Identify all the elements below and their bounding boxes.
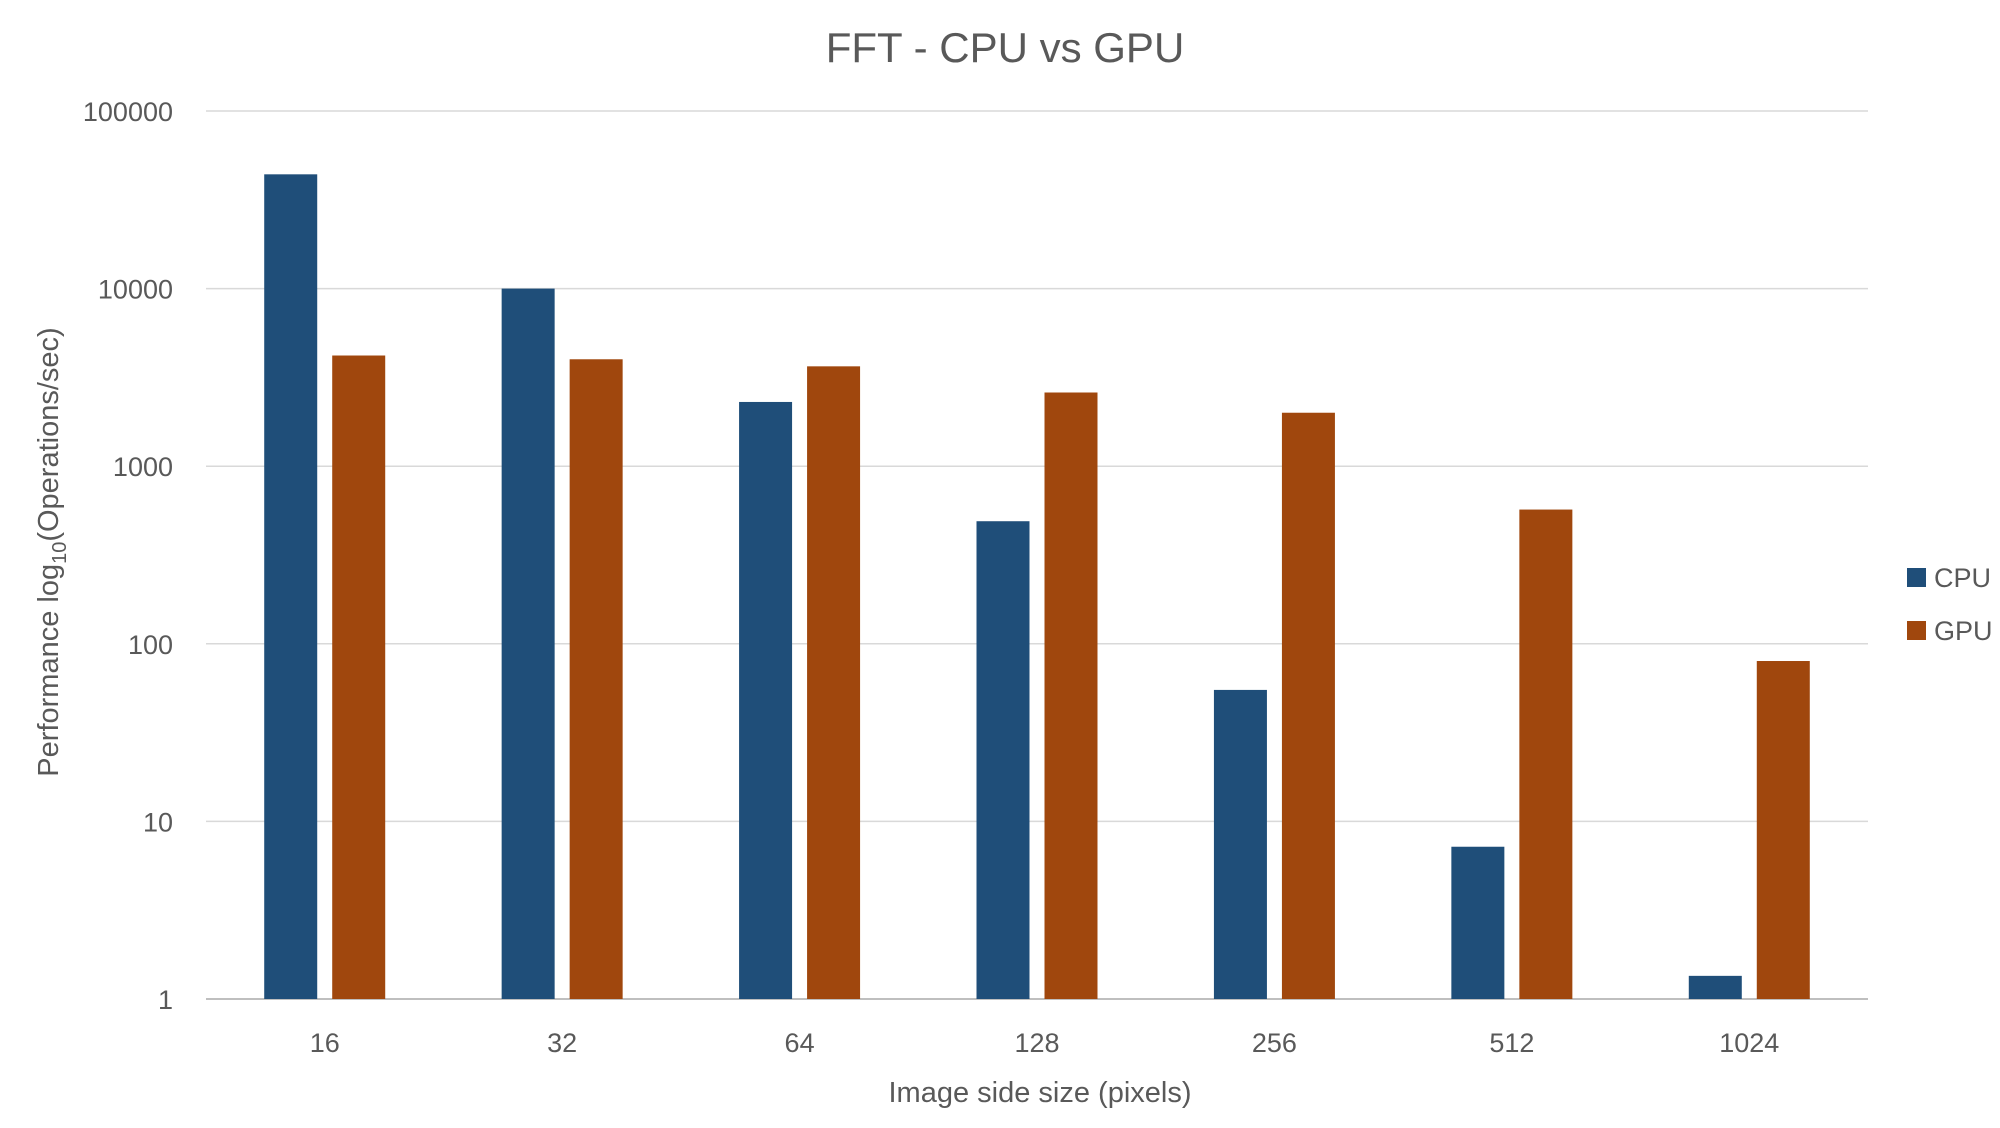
bar-cpu [1688,975,1742,999]
y-axis-label-subscript: 10 [49,542,71,564]
y-tick-label: 100 [128,630,173,660]
legend: CPU GPU [1907,563,1993,646]
legend-swatch-cpu [1907,568,1926,587]
bar-cpu [739,401,793,999]
bar-cpu [264,174,318,999]
bar-gpu [1756,661,1810,999]
bar-gpu [1044,392,1098,999]
x-tick-label: 128 [1014,1028,1059,1058]
y-tick-label: 1000 [113,452,173,482]
x-tick-label: 1024 [1719,1028,1779,1058]
y-tick-label: 10 [143,807,173,837]
x-tick-label: 16 [310,1028,340,1058]
y-tick-label: 1 [158,985,173,1015]
x-tick-label: 256 [1252,1028,1297,1058]
bar-gpu [1281,412,1335,999]
x-axis-ticks: 16 32 64 128 256 512 1024 [310,1028,1780,1058]
y-axis-ticks: 1 10 100 1000 10000 100000 [83,97,173,1015]
bar-gpu [332,355,386,999]
bar-cpu [1213,689,1267,999]
gridlines [206,110,1868,1000]
y-axis-label-suffix: (Operations/sec) [33,327,65,541]
legend-label-gpu: GPU [1934,616,1993,646]
bar-gpu [569,359,623,999]
bar-cpu [976,521,1030,999]
legend-label-cpu: CPU [1934,563,1991,593]
y-axis-label-prefix: Performance log [33,564,65,777]
bar-cpu [1451,846,1505,999]
legend-swatch-gpu [1907,621,1926,640]
bar-cpu [501,288,555,1000]
bars [264,174,1810,1000]
bar-gpu [807,366,861,999]
y-axis-label: Performance log10(Operations/sec) [33,327,71,776]
x-tick-label: 64 [785,1028,815,1058]
chart-title: FFT - CPU vs GPU [826,24,1185,71]
bar-gpu [1519,509,1573,999]
x-tick-label: 32 [547,1028,577,1058]
x-tick-label: 512 [1489,1028,1534,1058]
x-axis-label: Image side size (pixels) [889,1077,1192,1109]
y-tick-label: 100000 [83,97,173,127]
y-tick-label: 10000 [98,275,173,305]
